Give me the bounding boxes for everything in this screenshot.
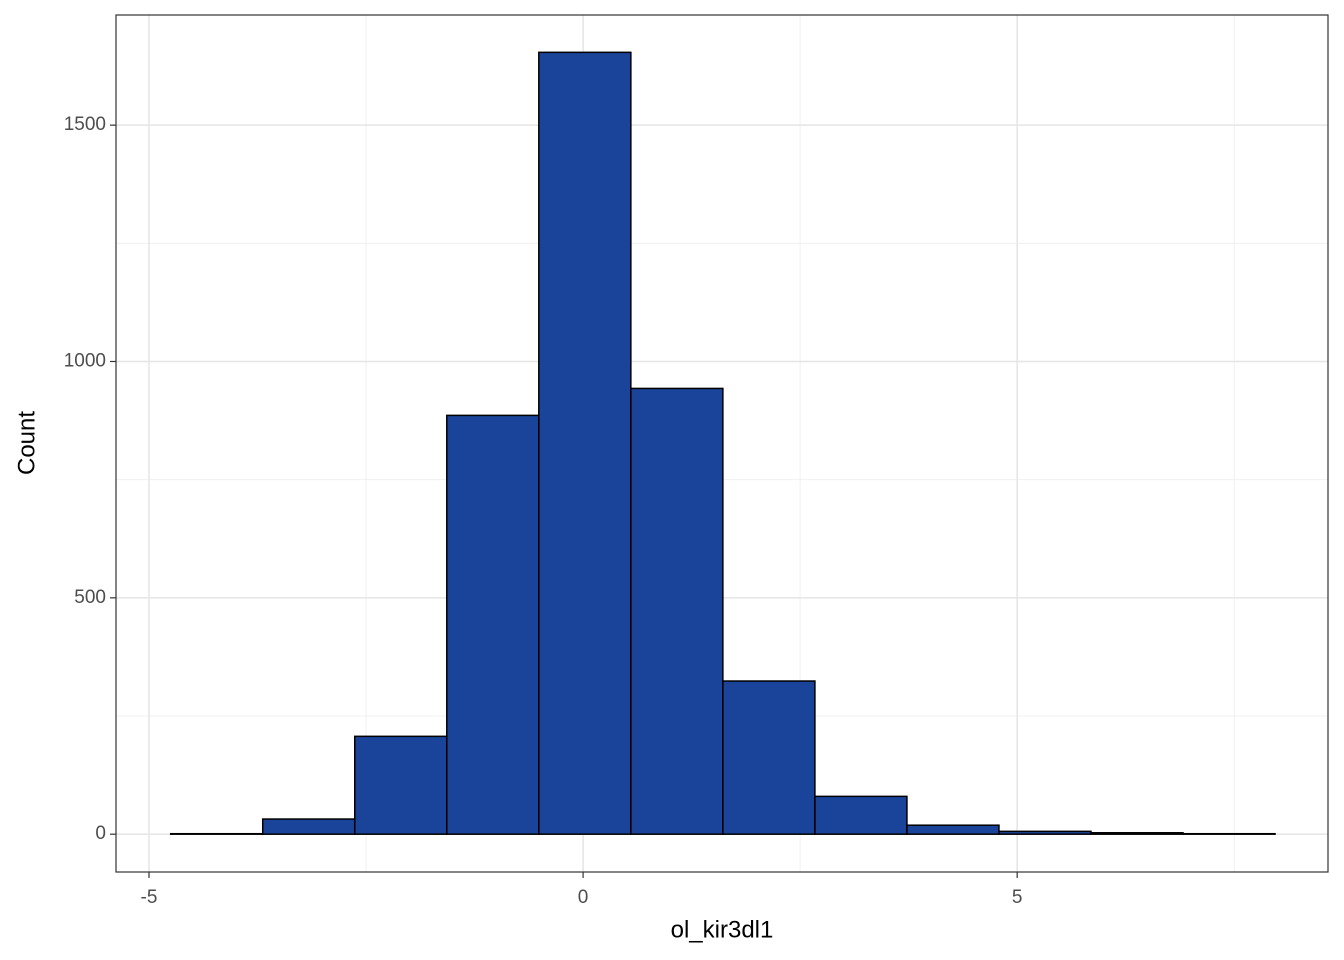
bar: [354, 735, 448, 835]
plot-border: [115, 14, 1329, 873]
bar: [906, 824, 1000, 835]
x-tick-label: 5: [1012, 887, 1023, 908]
x-axis-title: ol_kir3dl1: [671, 916, 774, 943]
y-axis-title: Count: [13, 411, 40, 475]
x-tick-label: -5: [141, 887, 158, 908]
bar: [998, 830, 1092, 835]
bar: [446, 414, 540, 835]
bar: [630, 387, 724, 835]
bar: [814, 795, 908, 835]
bar: [722, 680, 816, 835]
y-tick-label: 1000: [64, 351, 106, 372]
bar: [1090, 832, 1184, 835]
y-tick-label: 1500: [64, 114, 106, 135]
bar: [538, 51, 632, 835]
y-tick-label: 500: [74, 587, 106, 608]
x-tick-label: 0: [578, 887, 589, 908]
y-tick-label: 0: [95, 823, 106, 844]
bar: [261, 818, 356, 835]
